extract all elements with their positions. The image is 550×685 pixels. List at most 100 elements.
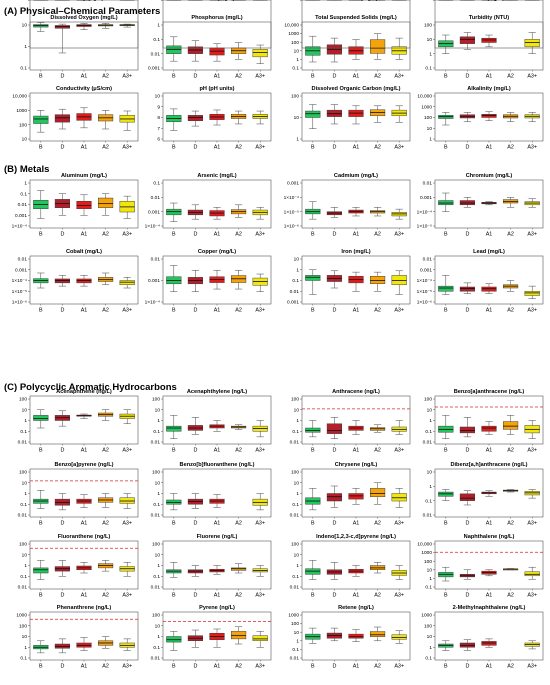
panel-indeno-1-2-3-c-d-pyrene-ng-l-ytick-label: 0.01 <box>290 585 300 591</box>
panel-selenium-mg-l-xtick-label: A1 <box>353 0 360 2</box>
panel-cobalt-mg-l-box-d-iqr <box>54 278 70 284</box>
panel-dissolved-organic-carbon-mg-l-ytick-label: 100 <box>291 94 299 100</box>
panel-pyrene-ng-l-ytick-label: 1 <box>157 634 160 640</box>
panel-2-methylnaphthalene-ng-l-box-a1-iqr <box>481 641 497 646</box>
panel-copper-mg-l-xtick-label: A3+ <box>255 308 265 314</box>
panel-phenanthrene-ng-l-xtick-label: A3+ <box>122 664 132 670</box>
panel-dissolved-organic-carbon-mg-l-title: Dissolved Organic Carbon (mg/L) <box>312 86 401 92</box>
panel-turbidity-ntu-ytick-label: 1 <box>429 51 432 57</box>
panel-retene-ng-l-ytick-label: 10 <box>294 630 300 636</box>
panel-cadmium-mg-l-ytick-label: 1×10⁻⁴ <box>284 195 299 201</box>
panel-phenanthrene-ng-l-title: Phenanthrene (ng/L) <box>57 605 112 611</box>
panel-selenium-mg-l-title: Selenium (mg/L) <box>334 0 378 2</box>
panel-benzo-b-fluoranthene-ng-l-xtick-label: A2 <box>235 521 242 527</box>
panel-alkalinity-mg-l-ytick-label: 10 <box>427 126 433 132</box>
panel-chromium-mg-l-xtick-label: D <box>465 232 469 238</box>
panel-benzo-b-fluoranthene-ng-l-ytick-label: 0.01 <box>151 513 161 519</box>
panel-cobalt-mg-l-xtick-label: D <box>60 308 64 314</box>
panel-benzo-b-fluoranthene-ng-l-ytick-label: 0.1 <box>153 502 160 508</box>
panel-pyrene-ng-l-xtick-label: B <box>172 664 176 670</box>
section-title-c-polycyclic-aromatic-hydrocarbons: (C) Polycyclic Aromatic Hydrocarbons <box>4 382 177 393</box>
panel-acenaphthylene-ng-l-ytick-label: 0.01 <box>151 440 161 446</box>
panel-fluoranthene-ng-l-ytick-label: 10 <box>22 552 28 558</box>
panel-benzo-a-anthracene-ng-l-xtick-label: A1 <box>486 448 493 454</box>
panel-chrysene-ng-l-ytick-label: 0.1 <box>292 502 299 508</box>
panel-arsenic-mg-l-ytick-label: 0.001 <box>148 209 160 215</box>
panel-dibenz-a-h-anthracene-ng-l-xtick-label: A3+ <box>527 521 537 527</box>
panel-indeno-1-2-3-c-d-pyrene-ng-l-xtick-label: A1 <box>353 593 360 599</box>
panel-ph-ph-units-xtick-label: A1 <box>214 145 221 151</box>
panel-benzo-a-pyrene-ng-l-box-a3-iqr <box>119 497 135 504</box>
panel-copper-mg-l-ytick-label: 1×10⁻⁴ <box>145 300 160 306</box>
panel-turbidity-ntu-ytick-label: 10 <box>427 37 433 43</box>
panel-phosphorus-mg-l-xtick-label: B <box>172 74 176 80</box>
panel-mercury-ng-l-frame <box>29 0 139 49</box>
panel-chrysene-ng-l-xtick-label: A1 <box>353 521 360 527</box>
panel-total-suspended-solids-mg-l-xtick-label: A3+ <box>394 74 404 80</box>
panel-aluminum-mg-l-ytick-label: 1×10⁻⁴ <box>12 224 27 230</box>
panel-dibenz-a-h-anthracene-ng-l-xtick-label: A1 <box>486 521 493 527</box>
panel-2-methylnaphthalene-ng-l-ytick-label: 0.1 <box>425 656 432 662</box>
panel-benzo-b-fluoranthene-ng-l-xtick-label: B <box>172 521 176 527</box>
panel-dibenz-a-h-anthracene-ng-l: Dibenz[a,h]anthracene (ng/L) 0.01 0.1 1 10 B D… <box>423 462 544 527</box>
panel-indeno-1-2-3-c-d-pyrene-ng-l-ytick-label: 100 <box>291 542 299 548</box>
panel-iron-mg-l-box-b-iqr <box>305 275 321 281</box>
panel-benzo-a-pyrene-ng-l-xtick-label: B <box>39 521 43 527</box>
panel-chrysene-ng-l-title: Chrysene (ng/L) <box>335 462 378 468</box>
panel-ph-ph-units-ytick-label: 6 <box>157 137 160 143</box>
panel-pyrene-ng-l-xtick-label: D <box>193 664 197 670</box>
panel-aluminum-mg-l-xtick-label: A3+ <box>122 232 132 238</box>
panel-fluorene-ng-l-ytick-label: 100 <box>152 542 160 548</box>
panel-lead-mg-l-frame <box>434 255 544 305</box>
panel-naphthalene-ng-l-ytick-label: 100 <box>424 559 432 565</box>
panel-chromium-mg-l-ytick-label: 1×10⁻⁴ <box>417 209 432 215</box>
panel-benzo-b-fluoranthene-ng-l-title: Benzo[b]fluoranthene (ng/L) <box>180 462 255 468</box>
panel-phenanthrene-ng-l-xtick-label: A2 <box>102 664 109 670</box>
panel-acenaphthylene-ng-l-xtick-label: B <box>172 448 176 454</box>
panel-nickel-mg-l-xtick-label: B <box>172 0 176 2</box>
panel-lead-mg-l-ytick-label: 1×10⁻⁵ <box>417 289 432 295</box>
panel-2-methylnaphthalene-ng-l-xtick-label: B <box>444 664 448 670</box>
panel-iron-mg-l-ytick-label: 1 <box>296 267 299 273</box>
panel-chrysene-ng-l-xtick-label: A3+ <box>394 521 404 527</box>
panel-phosphorus-mg-l-title: Phosphorus (mg/L) <box>191 15 242 21</box>
panel-acenaphthylene-ng-l-ytick-label: 1 <box>157 418 160 424</box>
panel-phosphorus-mg-l-box-b-iqr <box>166 45 182 54</box>
panel-chrysene-ng-l-xtick-label: A2 <box>374 521 381 527</box>
panel-selenium-mg-l-xtick-label: A2 <box>374 0 381 2</box>
panel-benzo-b-fluoranthene-ng-l-ytick-label: 100 <box>152 470 160 476</box>
panel-benzo-a-pyrene-ng-l-xtick-label: D <box>60 521 64 527</box>
panel-indeno-1-2-3-c-d-pyrene-ng-l-box-b-iqr <box>305 568 321 575</box>
panel-acenaphthene-ng-l-xtick-label: B <box>39 448 43 454</box>
panel-copper-mg-l-ytick-label: 0.01 <box>151 257 161 263</box>
panel-retene-ng-l-xtick-label: A2 <box>374 664 381 670</box>
panel-copper-mg-l-xtick-label: D <box>193 308 197 314</box>
panel-turbidity-ntu-xtick-label: D <box>465 74 469 80</box>
panel-alkalinity-mg-l-ytick-label: 1 <box>429 137 432 143</box>
panel-benzo-a-anthracene-ng-l-title: Benzo[a]anthracene (ng/L) <box>454 389 525 395</box>
panel-phosphorus-mg-l-xtick-label: A3+ <box>255 74 265 80</box>
panel-acenaphthene-ng-l-xtick-label: A2 <box>102 448 109 454</box>
panel-pyrene-ng-l-xtick-label: A3+ <box>255 664 265 670</box>
panel-aluminum-mg-l-xtick-label: B <box>39 232 43 238</box>
panel-phosphorus-mg-l: Phosphorus (mg/L) 0.001 0.01 0.1 1 B D A1 A2 A3+ <box>148 15 272 80</box>
panel-dissolved-organic-carbon-mg-l-ytick-label: 1 <box>296 137 299 143</box>
panel-copper-mg-l-xtick-label: B <box>172 308 176 314</box>
panel-acenaphthene-ng-l-xtick-label: A1 <box>81 448 88 454</box>
panel-anthracene-ng-l-box-d-iqr <box>326 423 342 434</box>
panel-zinc-mg-l-ytick-label: 1×10⁻⁴ <box>417 0 432 2</box>
panel-acenaphthene-ng-l-ytick-label: 0.01 <box>18 440 28 446</box>
panel-anthracene-ng-l-xtick-label: B <box>311 448 315 454</box>
panel-benzo-b-fluoranthene-ng-l-xtick-label: A1 <box>214 521 221 527</box>
panel-dissolved-oxygen-mg-l-xtick-label: B <box>39 74 43 80</box>
panel-conductivity-s-cm-ytick-label: 10 <box>22 137 28 143</box>
panel-ph-ph-units-xtick-label: A3+ <box>255 145 265 151</box>
panel-chrysene-ng-l-ytick-label: 1 <box>296 491 299 497</box>
panel-fluoranthene-ng-l-xtick-label: A3+ <box>122 593 132 599</box>
panel-dissolved-oxygen-mg-l-xtick-label: A1 <box>81 74 88 80</box>
panel-fluoranthene-ng-l-ytick-label: 100 <box>19 542 27 548</box>
panel-chromium-mg-l-title: Chromium (mg/L) <box>466 173 513 179</box>
panel-lead-mg-l-box-d-iqr <box>459 286 475 292</box>
panel-alkalinity-mg-l-ytick-label: 10,000 <box>417 94 432 100</box>
